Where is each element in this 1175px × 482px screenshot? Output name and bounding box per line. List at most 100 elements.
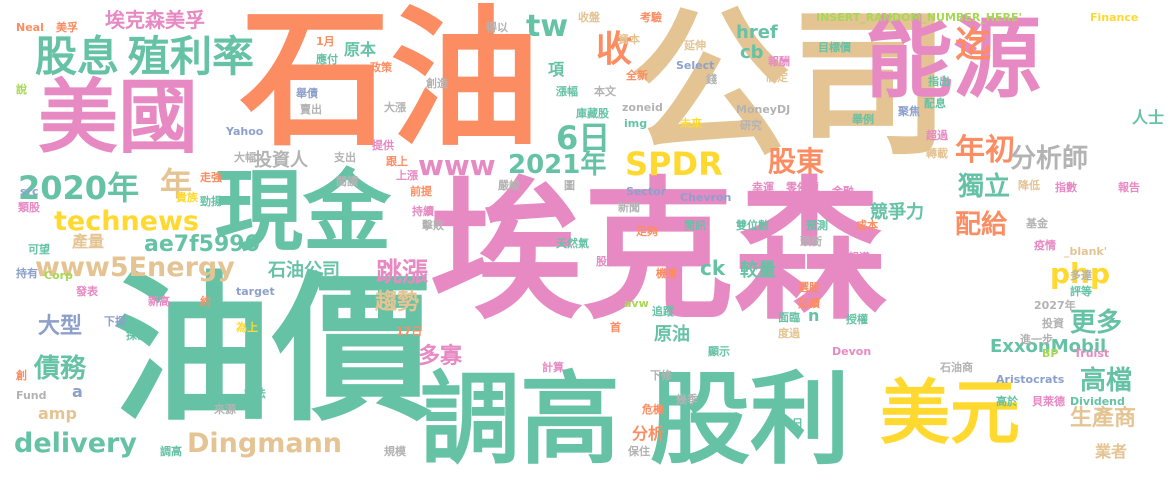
word: Fund [16,389,47,402]
word: 研究 [740,119,762,132]
word: href [736,22,778,43]
word: 應付 [316,53,338,66]
word: 分析 [632,424,665,443]
word: 17日 [396,325,423,338]
word: 收盤 [578,11,600,24]
word: 跳漲 [376,258,429,288]
word: 嚴峻 [498,179,520,192]
word: Aristocrats [996,373,1065,386]
word: 產量 [72,232,105,251]
word: 新高 [148,295,170,308]
word: 疫情 [1034,239,1056,252]
word: ae7f5990 [144,232,260,257]
word: tw [526,9,569,44]
word: 賣出 [300,103,322,116]
word: 獨立 [958,172,1011,202]
word: _blank' [1064,245,1108,258]
word: 擊敗 [422,219,444,232]
word: 保住 [628,445,650,458]
word: 得以 [486,21,508,34]
word: 報酬 [768,55,790,68]
word: 美元 [880,372,1020,454]
word: avw [624,297,649,310]
word: 石油商 [940,361,973,374]
word: 可望 [28,243,50,256]
word: cb [740,42,764,63]
word: 雙位數 [736,219,769,232]
word: 前提 [410,185,432,198]
word: 項 [548,60,565,79]
word: 度過 [778,327,800,340]
word: 報告 [1118,181,1140,194]
word: BP [1042,347,1059,360]
word: php [1050,257,1111,290]
word: 降低 [1018,179,1040,192]
word: 閱訊 [684,219,706,232]
word: ExxonMobil [990,336,1107,357]
word: INSERT_RANDOM_NUMBER_HERE' [816,11,1022,24]
word: 原油 [654,324,690,345]
word: 新聞 [618,201,640,214]
word: 石油公司 [268,260,340,281]
word: 下探 [104,315,126,328]
word: Dividend [1070,395,1125,408]
word: 業者 [1095,442,1128,461]
word: MoneyDJ [736,103,791,116]
word: 說 [16,83,27,96]
word: 支出 [334,151,356,164]
word: 美國 [38,71,198,164]
word: 債務 [34,354,87,384]
word: delivery [14,428,137,459]
word: 2020年 [18,169,140,207]
word: Truist [1074,347,1110,360]
word: 配息 [924,97,946,110]
word: 類股 [18,201,40,214]
word: n [808,306,820,325]
word: 大型 [38,314,83,339]
word: SPDR [625,145,723,183]
word: 價還 [220,301,242,314]
word: 舉債 [296,87,318,100]
word: 1月 [316,35,335,48]
word: 報導 [848,251,870,264]
word: 計算 [542,361,564,374]
word: 成本 [856,219,878,232]
word: 提供 [372,139,394,152]
word: 2021年 [508,150,607,180]
word: 預估 [490,205,512,218]
word: 股息 [35,32,120,81]
word: 本文 [594,85,616,98]
word: 來源 [214,403,236,416]
word: 股利 [596,255,618,268]
word: 天然氣 [556,237,589,250]
word: 人士 [1132,108,1165,127]
word: 追蹤 [652,305,674,318]
word: 生產商 [1070,406,1137,431]
word: 足夠 [636,225,658,238]
word: www [418,149,496,182]
word: 貝萊德 [1032,395,1065,408]
word: 轉載 [926,147,948,160]
word: 現金 [215,160,392,263]
word: 貴族 [176,191,198,204]
word: 錢 [706,73,717,86]
word: 基金 [1026,217,1048,230]
word: 聚焦 [898,105,920,118]
word: 金融 [832,185,854,198]
word: 6日 [556,119,611,157]
word: 為上 [236,321,258,334]
word: 資本 [618,33,640,46]
word: 機會 [656,267,678,280]
word: 多寡 [418,344,463,369]
word: Devon [832,345,872,358]
word: 調高 [420,361,620,478]
word: 原本 [344,40,377,59]
word: Finance [1090,11,1139,24]
word: ck [700,256,726,280]
word: Corp [44,269,73,282]
word: 能源 [865,7,1042,110]
word: 公司 [630,0,951,178]
word: 約 [200,295,211,308]
word: Neal [16,21,44,34]
word: 競爭力 [870,202,924,223]
